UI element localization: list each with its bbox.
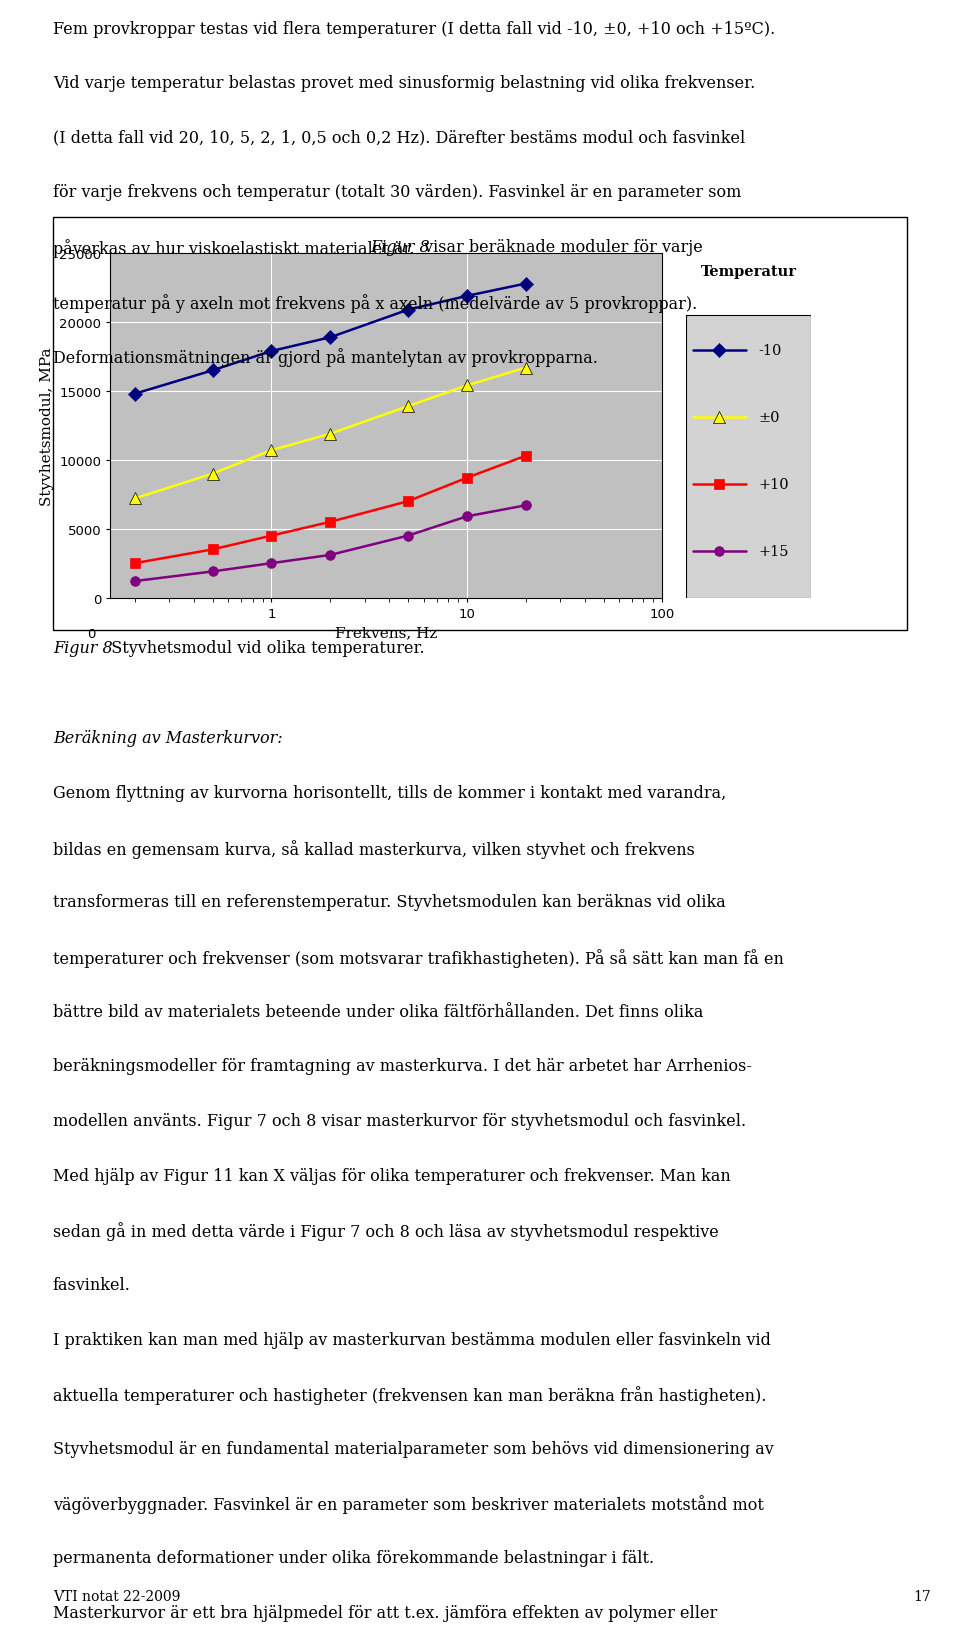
Text: Deformationsmätningen är gjord på mantelytan av provkropparna.: Deformationsmätningen är gjord på mantel… [53,347,598,367]
Line: +15: +15 [130,502,531,587]
Text: Genom flyttning av kurvorna horisontellt, tills de kommer i kontakt med varandra: Genom flyttning av kurvorna horisontellt… [53,785,726,801]
Text: transformeras till en referenstemperatur. Styvhetsmodulen kan beräknas vid olika: transformeras till en referenstemperatur… [53,893,726,911]
Text: Styvhetsmodul vid olika temperaturer.: Styvhetsmodul vid olika temperaturer. [101,639,424,656]
X-axis label: Frekvens, Hz: Frekvens, Hz [335,626,438,639]
Text: Vid varje temperatur belastas provet med sinusformig belastning vid olika frekve: Vid varje temperatur belastas provet med… [53,75,756,92]
Text: VTI notat 22-2009: VTI notat 22-2009 [53,1588,180,1603]
Text: påverkas av hur viskoelastiskt materialet är.: påverkas av hur viskoelastiskt materiale… [53,239,420,257]
±0 [266,441,277,461]
+10 [129,554,140,574]
-10 [206,361,218,380]
Text: Beräkning av Masterkurvor:: Beräkning av Masterkurvor: [53,729,282,747]
Text: temperaturer och frekvenser (som motsvarar trafikhastigheten). På så sätt kan ma: temperaturer och frekvenser (som motsvar… [53,949,783,967]
+15 [461,506,472,526]
Text: +15: +15 [758,544,789,559]
±0 [324,425,336,444]
Text: Fem provkroppar testas vid flera temperaturer (I detta fall vid -10, ±0, +10 och: Fem provkroppar testas vid flera tempera… [53,20,775,38]
Line: +10: +10 [130,452,531,569]
±0 [129,490,140,510]
Text: aktuella temperaturer och hastigheter (frekvensen kan man beräkna från hastighet: aktuella temperaturer och hastigheter (f… [53,1385,766,1405]
+10 [402,492,414,511]
Text: I praktiken kan man med hjälp av masterkurvan bestämma modulen eller fasvinkeln : I praktiken kan man med hjälp av masterk… [53,1331,771,1347]
+10 [206,541,218,561]
±0 [402,397,414,416]
Text: Temperatur: Temperatur [701,264,797,279]
Text: Figur 8: Figur 8 [371,239,430,256]
Line: -10: -10 [130,280,531,400]
Text: fasvinkel.: fasvinkel. [53,1277,131,1293]
±0 [520,359,532,379]
-10 [129,385,140,405]
+15 [324,546,336,565]
Text: bättre bild av materialets beteende under olika fältförhållanden. Det finns olik: bättre bild av materialets beteende unde… [53,1003,703,1019]
Text: (I detta fall vid 20, 10, 5, 2, 1, 0,5 och 0,2 Hz). Därefter bestäms modul och f: (I detta fall vid 20, 10, 5, 2, 1, 0,5 o… [53,129,745,148]
Text: sedan gå in med detta värde i Figur 7 och 8 och läsa av styvhetsmodul respektive: sedan gå in med detta värde i Figur 7 oc… [53,1221,718,1241]
Y-axis label: Styvhetsmodul, MPa: Styvhetsmodul, MPa [39,347,54,505]
Text: för varje frekvens och temperatur (totalt 30 värden). Fasvinkel är en parameter : för varje frekvens och temperatur (total… [53,184,741,202]
Text: +10: +10 [758,477,789,492]
+10 [461,469,472,488]
Text: Figur 8: Figur 8 [53,639,112,656]
Text: ±0: ±0 [758,410,780,425]
-10 [324,328,336,347]
Text: Styvhetsmodul är en fundamental materialparameter som behövs vid dimensionering : Styvhetsmodul är en fundamental material… [53,1441,774,1457]
±0 [461,377,472,397]
+15 [206,562,218,582]
Text: modellen använts. Figur 7 och 8 visar masterkurvor för styvhetsmodul och fasvink: modellen använts. Figur 7 och 8 visar ma… [53,1113,746,1129]
-10 [520,274,532,293]
±0 [206,464,218,484]
Text: -10: -10 [758,344,782,357]
+15 [402,526,414,546]
Text: temperatur på y axeln mot frekvens på x axeln (medelvärde av 5 provkroppar).: temperatur på y axeln mot frekvens på x … [53,293,697,313]
+10 [266,526,277,546]
Text: vägöverbyggnader. Fasvinkel är en parameter som beskriver materialets motstånd m: vägöverbyggnader. Fasvinkel är en parame… [53,1495,763,1513]
-10 [461,287,472,306]
Text: bildas en gemensam kurva, så kallad masterkurva, vilken styvhet och frekvens: bildas en gemensam kurva, så kallad mast… [53,839,695,859]
Text: Masterkurvor är ett bra hjälpmedel för att t.ex. jämföra effekten av polymer ell: Masterkurvor är ett bra hjälpmedel för a… [53,1605,717,1621]
+15 [266,554,277,574]
+15 [520,497,532,516]
-10 [266,343,277,362]
Bar [686,316,811,598]
-10 [402,300,414,320]
Text: 0: 0 [87,628,95,641]
Text: 17: 17 [914,1588,931,1603]
+10 [520,446,532,465]
+15 [129,572,140,592]
Line: ±0: ±0 [129,362,532,505]
Text: Med hjälp av Figur 11 kan X väljas för olika temperaturer och frekvenser. Man ka: Med hjälp av Figur 11 kan X väljas för o… [53,1167,731,1183]
Text: permanenta deformationer under olika förekommande belastningar i fält.: permanenta deformationer under olika för… [53,1549,654,1567]
Text: visar beräknade moduler för varje: visar beräknade moduler för varje [419,239,703,256]
+10 [324,513,336,533]
Text: beräkningsmodeller för framtagning av masterkurva. I det här arbetet har Arrheni: beräkningsmodeller för framtagning av ma… [53,1057,752,1075]
